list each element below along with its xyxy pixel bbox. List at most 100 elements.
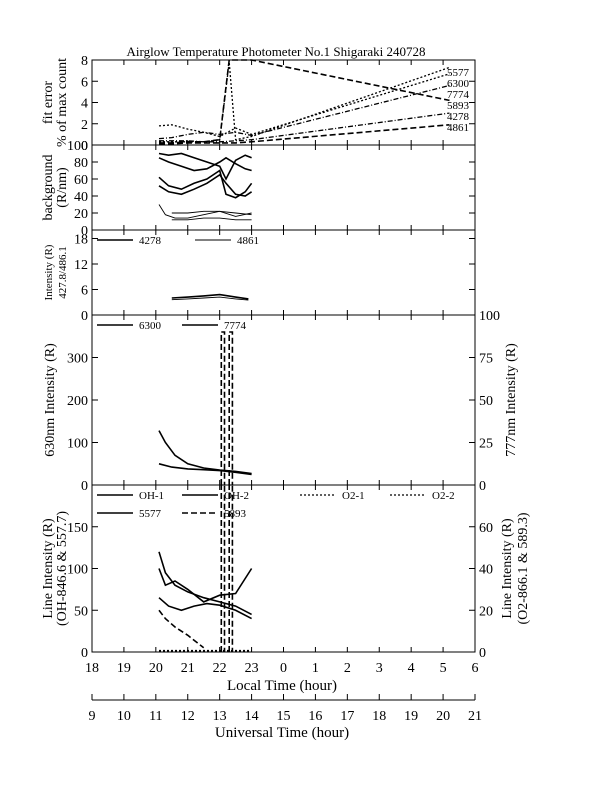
legend-label-O2-1: O2-1 <box>342 490 365 502</box>
panel-red-intensity: 0 100 200 300 0 25 50 75 100 630nm Intensity (R) 7… <box>43 309 519 494</box>
series-line-bg-6 <box>171 210 252 216</box>
y-axis-label-2: 427.8/486.1 <box>57 246 69 299</box>
legend-label-4278: 4278 <box>447 111 470 123</box>
y-tick-label: 0 <box>81 224 88 239</box>
y-axis-label-2: (OH-846.6 & 557.7) <box>55 511 70 626</box>
legend-label-6300: 6300 <box>447 78 470 90</box>
local-time-tick-label: 2 <box>344 661 351 676</box>
ut-tick-label: 18 <box>372 709 386 724</box>
series-line-bg-5 <box>158 204 252 219</box>
legend-label-4861: 4861 <box>237 235 259 247</box>
series-group <box>158 331 252 485</box>
legend-label-O2-2: O2-2 <box>432 490 455 502</box>
series-line-7774 <box>158 463 252 476</box>
ut-tick-label: 13 <box>213 709 227 724</box>
y-tick-label: 150 <box>67 521 88 536</box>
y-tick-label: 100 <box>67 437 88 452</box>
legend-label-7774: 7774 <box>447 89 470 101</box>
series-line-OH-1 <box>158 551 252 616</box>
y-right-tick-label: 60 <box>479 521 493 536</box>
series-group <box>158 484 253 652</box>
y-axis-label: background <box>41 154 56 220</box>
series-line-spike-1 <box>220 484 226 652</box>
y-right-tick-label: 100 <box>479 309 500 324</box>
y-tick-label: 12 <box>74 258 88 273</box>
y-tick-label: 6 <box>81 284 88 299</box>
ut-tick-label: 21 <box>468 709 482 724</box>
ut-tick-label: 10 <box>117 709 131 724</box>
ut-tick-label: 14 <box>245 709 259 724</box>
y-tick-label: 20 <box>74 207 88 222</box>
panel-fit-error: 0 2 4 6 8 fit error% of max count 557763007774… <box>41 54 476 154</box>
panel-background: 0 20 40 60 80 100 background (R/nm) <box>41 139 476 239</box>
series-line-5577 <box>159 62 450 143</box>
series-line-4861 <box>159 124 450 145</box>
y-axis-label-2: % of max count <box>55 58 70 147</box>
legend-label-6300: 6300 <box>139 320 162 332</box>
y-right-tick-label: 20 <box>479 604 493 619</box>
series-group <box>171 293 249 301</box>
local-time-tick-label: 1 <box>312 661 319 676</box>
y-right-tick-label: 0 <box>479 479 486 494</box>
y-tick-label: 0 <box>81 309 88 324</box>
series-line-spike-2 <box>228 484 234 652</box>
series-line-spike-2 <box>228 331 234 485</box>
y-tick-label: 0 <box>81 139 88 154</box>
y-right-tick-label: 0 <box>479 646 486 661</box>
series-line-5893 <box>159 59 450 144</box>
ut-tick-label: 12 <box>181 709 195 724</box>
y-tick-label: 0 <box>81 479 88 494</box>
series-line-bg-7 <box>171 217 252 221</box>
ut-tick-label: 11 <box>149 709 162 724</box>
local-time-tick-label: 4 <box>408 661 415 676</box>
local-time-tick-label: 23 <box>245 661 259 676</box>
y-axis-label: 630nm Intensity (R) <box>43 343 58 457</box>
y-tick-label: 18 <box>74 233 88 248</box>
local-time-tick-label: 6 <box>472 661 479 676</box>
series-line-6300 <box>158 430 252 475</box>
panel-frame <box>91 59 476 146</box>
legend-label-5577: 5577 <box>447 67 470 79</box>
y-tick-label: 200 <box>67 394 88 409</box>
universal-time-label: Universal Time (hour) <box>215 725 349 741</box>
series-line-7774 <box>158 84 450 140</box>
series-line-OH-2 <box>158 568 253 603</box>
series-group <box>158 59 450 145</box>
series-line-4861 <box>171 296 249 301</box>
local-time-tick-label: 22 <box>213 661 227 676</box>
y-right-tick-label: 25 <box>479 437 493 452</box>
y-right-tick-label: 40 <box>479 563 493 578</box>
panel-frame <box>91 314 476 486</box>
time-axes: Local Time (hour) Universal Time (hour) … <box>85 661 482 741</box>
y-tick-label: 0 <box>81 646 88 661</box>
local-time-tick-label: 5 <box>440 661 447 676</box>
legend-label-5893: 5893 <box>447 100 470 112</box>
local-time-tick-label: 18 <box>85 661 99 676</box>
series-line-4278 <box>171 293 249 300</box>
series-line-4278 <box>159 112 450 143</box>
y-tick-label: 50 <box>74 604 88 619</box>
series-line-bg-4 <box>158 173 253 197</box>
ut-tick-label: 17 <box>340 709 354 724</box>
legend-label-7774: 7774 <box>224 320 247 332</box>
series-line-6300 <box>158 73 450 138</box>
y-tick-label: 300 <box>67 352 88 367</box>
y-axis-label-2: (R/nm) <box>55 167 70 208</box>
ut-tick-label: 20 <box>436 709 450 724</box>
y-axis-label: Line Intensity (R) <box>41 518 56 619</box>
legend-label-5577: 5577 <box>139 508 162 520</box>
local-time-tick-label: 20 <box>149 661 163 676</box>
series-line-spike-1 <box>220 331 226 485</box>
local-time-tick-label: 19 <box>117 661 131 676</box>
y-right-axis-label: Line Intensity (R) <box>500 518 515 619</box>
series-line-bg-1 <box>158 152 252 181</box>
local-time-tick-label: 3 <box>376 661 383 676</box>
legend-label-4278: 4278 <box>139 235 162 247</box>
series-group <box>158 152 253 221</box>
y-axis-label: fit error <box>41 81 56 124</box>
series-line-bg-2 <box>158 156 252 172</box>
